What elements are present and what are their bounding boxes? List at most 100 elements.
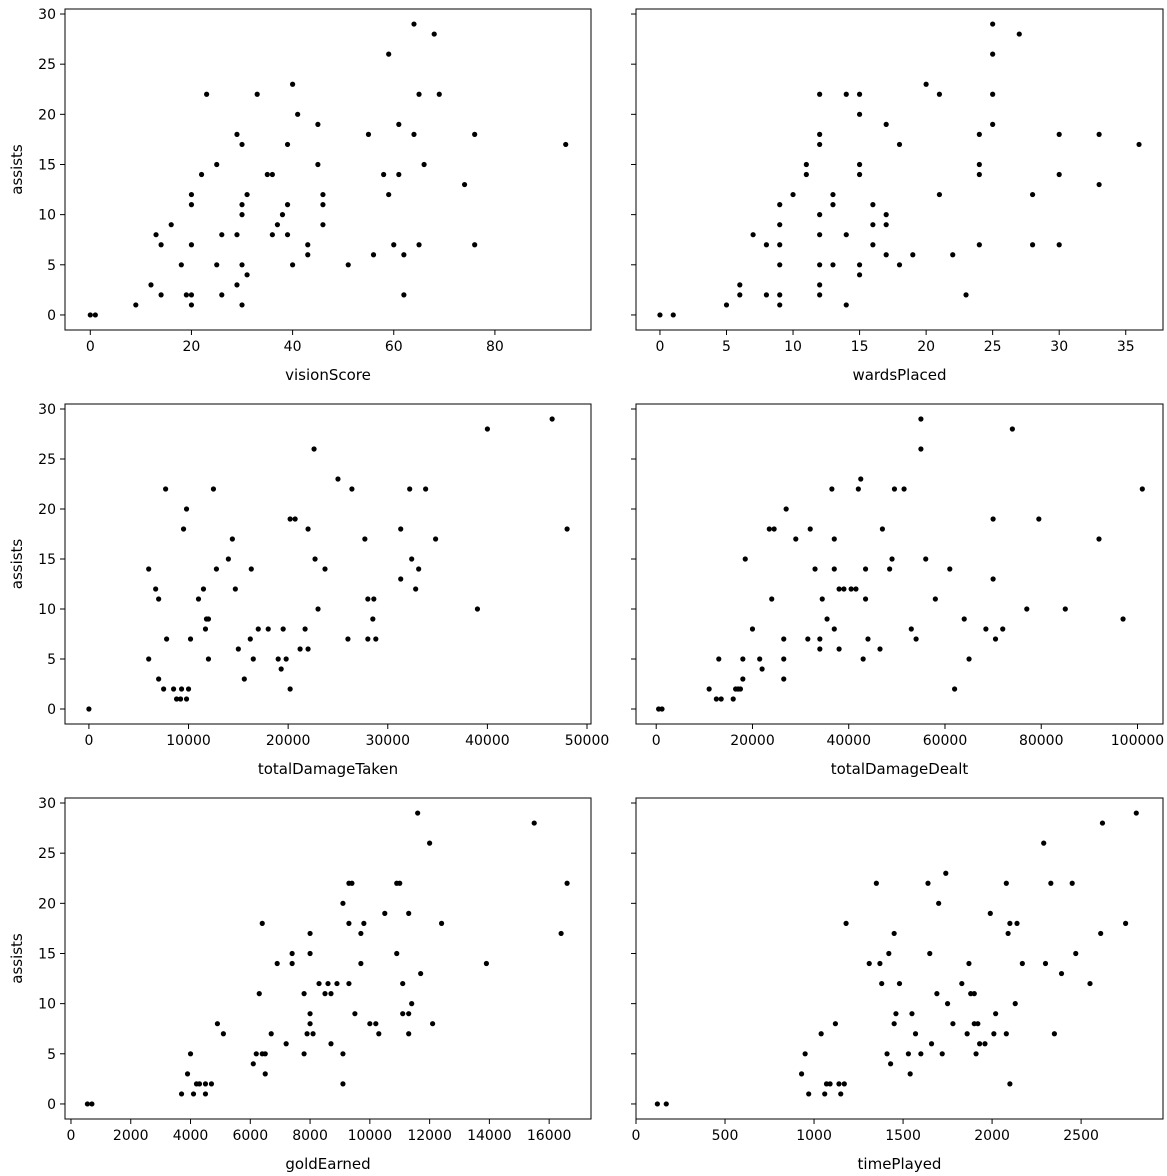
data-point bbox=[289, 960, 295, 967]
data-point bbox=[345, 636, 351, 642]
axes-frame bbox=[64, 403, 592, 725]
data-point bbox=[777, 202, 783, 208]
data-point bbox=[749, 626, 756, 632]
data-point bbox=[312, 556, 318, 562]
data-point bbox=[976, 242, 982, 248]
x-tick-label: 10000 bbox=[348, 1128, 393, 1144]
x-tick-label: 14000 bbox=[467, 1128, 512, 1144]
data-point bbox=[549, 416, 555, 422]
data-point bbox=[269, 171, 275, 178]
x-tick-label: 2000 bbox=[974, 1128, 1010, 1144]
x-tick-label: 60000 bbox=[923, 733, 968, 749]
data-point bbox=[164, 636, 170, 642]
data-point bbox=[856, 171, 863, 178]
data-point bbox=[320, 222, 326, 228]
data-point bbox=[163, 486, 169, 492]
data-point bbox=[564, 526, 570, 532]
x-tick-label: 5 bbox=[722, 339, 731, 355]
data-point bbox=[928, 1041, 935, 1047]
subplot-4: 0 20000 40000 60000 80000 100000 totalDamageDe… bbox=[631, 403, 1164, 778]
x-tick-label: 50000 bbox=[565, 733, 610, 749]
data-point bbox=[781, 636, 787, 642]
data-point bbox=[918, 416, 924, 422]
data-point bbox=[947, 566, 953, 572]
data-point bbox=[345, 262, 351, 268]
data-point bbox=[349, 880, 355, 886]
data-point bbox=[891, 1021, 897, 1027]
x-axis-label: goldEarned bbox=[285, 1155, 370, 1173]
data-point bbox=[146, 656, 152, 662]
data-point bbox=[742, 556, 748, 562]
data-point bbox=[817, 212, 823, 218]
data-point bbox=[381, 171, 387, 178]
data-point bbox=[328, 1041, 334, 1047]
x-tick-label: 30000 bbox=[365, 733, 410, 749]
data-point bbox=[250, 1061, 256, 1067]
data-point bbox=[1073, 950, 1079, 957]
data-point bbox=[320, 191, 326, 198]
data-point bbox=[927, 950, 933, 957]
x-tick-label: 0 bbox=[86, 339, 95, 355]
data-point bbox=[992, 636, 999, 642]
data-point bbox=[564, 880, 570, 886]
data-point bbox=[975, 1021, 981, 1027]
data-point bbox=[740, 656, 746, 662]
data-point bbox=[750, 232, 756, 238]
data-point bbox=[952, 686, 958, 692]
data-point bbox=[803, 171, 809, 178]
data-point bbox=[406, 1031, 412, 1037]
data-point bbox=[170, 686, 177, 692]
data-point bbox=[883, 222, 889, 228]
data-point bbox=[723, 302, 730, 308]
data-point bbox=[180, 526, 187, 532]
data-point bbox=[168, 222, 174, 228]
axes-frame bbox=[64, 797, 592, 1120]
data-point bbox=[202, 626, 209, 632]
data-point bbox=[86, 706, 92, 712]
data-point bbox=[843, 232, 849, 238]
data-point bbox=[939, 1051, 945, 1057]
data-point bbox=[887, 1061, 894, 1067]
data-point bbox=[416, 566, 422, 572]
y-tick-label: 5 bbox=[47, 652, 56, 668]
data-point bbox=[188, 242, 195, 248]
data-point bbox=[275, 656, 281, 662]
data-point bbox=[798, 1071, 805, 1077]
data-point bbox=[817, 141, 823, 148]
data-point bbox=[763, 292, 770, 298]
data-point bbox=[1000, 626, 1006, 632]
data-point bbox=[1005, 930, 1011, 937]
data-point bbox=[1029, 242, 1036, 248]
data-point bbox=[340, 1051, 346, 1057]
data-point bbox=[805, 636, 811, 642]
data-point bbox=[817, 262, 823, 268]
y-tick-label: 25 bbox=[38, 452, 56, 468]
data-point bbox=[865, 636, 871, 642]
data-point bbox=[855, 486, 861, 492]
y-tick-label: 15 bbox=[38, 552, 56, 568]
data-point bbox=[274, 222, 281, 228]
data-point bbox=[843, 920, 849, 926]
data-point bbox=[283, 1041, 289, 1047]
data-point bbox=[670, 312, 676, 318]
data-point bbox=[806, 1091, 812, 1097]
data-point bbox=[831, 566, 837, 572]
x-tick-label: 500 bbox=[712, 1128, 739, 1144]
data-point bbox=[883, 121, 889, 127]
data-point bbox=[910, 252, 916, 258]
data-point bbox=[418, 970, 424, 977]
data-point bbox=[1069, 880, 1075, 886]
data-point bbox=[1036, 516, 1042, 522]
data-point bbox=[334, 980, 340, 987]
data-point bbox=[877, 646, 883, 652]
data-point bbox=[214, 1021, 221, 1027]
x-tick-label: 80000 bbox=[1019, 733, 1064, 749]
data-point bbox=[783, 506, 789, 512]
data-point bbox=[896, 141, 903, 148]
data-point bbox=[883, 252, 889, 258]
data-point bbox=[836, 1081, 842, 1087]
x-tick-label: 10000 bbox=[166, 733, 211, 749]
data-point bbox=[196, 1081, 203, 1087]
data-point bbox=[177, 696, 184, 702]
data-point bbox=[925, 880, 931, 886]
